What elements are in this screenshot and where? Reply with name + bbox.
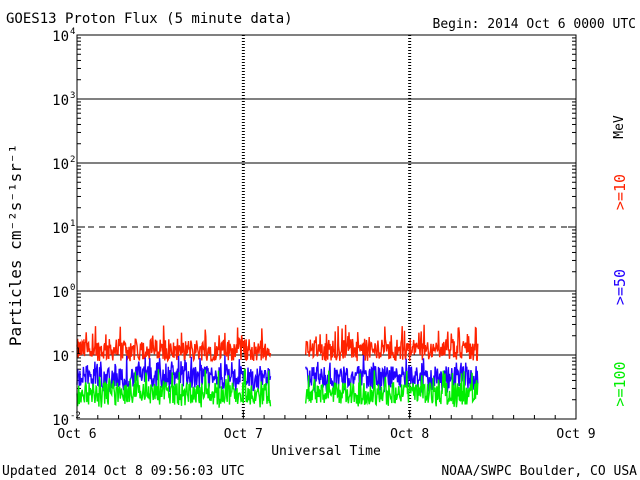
series-gte10-trace-1 — [305, 324, 479, 362]
y-tick-base: 10 — [52, 221, 69, 237]
y-axis-label: Particles cm⁻²s⁻¹sr⁻¹ — [6, 144, 25, 346]
series-gte50-trace-1 — [305, 355, 479, 393]
x-tick-label: Oct 7 — [224, 427, 263, 442]
x-tick-label: Oct 9 — [556, 427, 595, 442]
series-layer — [76, 324, 479, 408]
x-tick-labels: Oct 6 Oct 7 Oct 8 Oct 9 — [57, 427, 595, 442]
y-tick-exponent: 4 — [70, 27, 75, 37]
plot-frame — [76, 34, 577, 420]
y-tick-label: 10 -2 — [52, 411, 81, 429]
x-tick-label: Oct 8 — [390, 427, 429, 442]
chart-title: GOES13 Proton Flux (5 minute data) — [6, 11, 293, 27]
legend-series-10: >=10 — [611, 174, 629, 210]
y-tick-base: 10 — [52, 285, 69, 301]
legend-unit: MeV — [612, 115, 627, 139]
series-gte50-trace-0 — [76, 355, 272, 394]
x-axis-label: Universal Time — [271, 444, 381, 459]
y-tick-base: 10 — [52, 157, 69, 173]
y-tick-base: 10 — [52, 413, 69, 429]
legend-series-50: >=50 — [611, 269, 629, 305]
series-gte10-trace-0 — [76, 325, 272, 363]
y-tick-exponent: -1 — [70, 347, 81, 357]
y-tick-label: 10 0 — [52, 283, 75, 301]
y-tick-label: 10 4 — [52, 27, 75, 45]
y-tick-exponent: 0 — [70, 283, 75, 293]
x-tick-label: Oct 6 — [57, 427, 96, 442]
axis-ticks — [76, 34, 577, 420]
plot-grid — [76, 34, 577, 420]
y-tick-exponent: 3 — [70, 91, 75, 101]
legend-series-100: >=100 — [611, 361, 629, 406]
y-tick-label: 10 -1 — [52, 347, 81, 365]
begin-time: Begin: 2014 Oct 6 0000 UTC — [433, 17, 637, 32]
y-tick-label: 10 2 — [52, 155, 75, 173]
y-tick-label: 10 3 — [52, 91, 75, 109]
y-tick-exponent: 1 — [70, 219, 75, 229]
credit-text: NOAA/SWPC Boulder, CO USA — [441, 464, 637, 479]
y-tick-base: 10 — [52, 93, 69, 109]
y-tick-base: 10 — [52, 29, 69, 45]
y-tick-base: 10 — [52, 349, 69, 365]
y-tick-exponent: 2 — [70, 155, 75, 165]
y-tick-exponent: -2 — [70, 411, 81, 421]
updated-timestamp: Updated 2014 Oct 8 09:56:03 UTC — [2, 464, 245, 479]
series-gte100-trace-0 — [76, 368, 272, 408]
y-tick-label: 10 1 — [52, 219, 75, 237]
series-gte100-trace-1 — [305, 370, 479, 408]
